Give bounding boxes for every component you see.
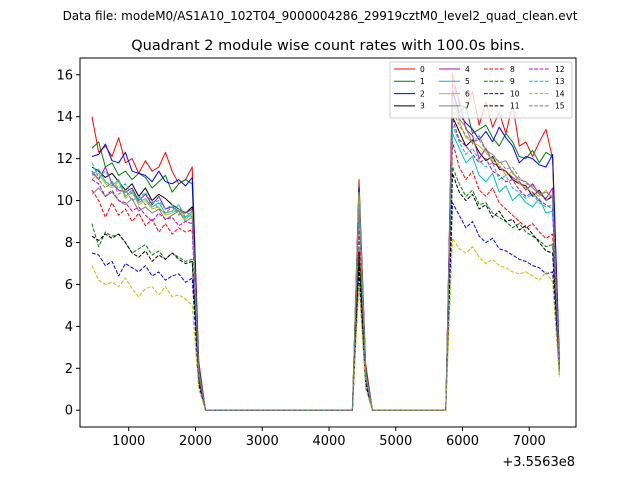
x-tick-label-2000: 2000: [179, 434, 212, 449]
legend-label-14: 14: [555, 89, 565, 98]
legend-label-15: 15: [555, 102, 565, 111]
x-tick-label-3000: 3000: [246, 434, 279, 449]
y-tick-label-0: 0: [65, 404, 73, 419]
series-line-12: [91, 118, 560, 411]
legend-box: [389, 61, 573, 119]
x-tick-label-5000: 5000: [379, 434, 412, 449]
y-tick-label-10: 10: [56, 194, 73, 209]
legend-label-5: 5: [465, 77, 470, 86]
legend-label-8: 8: [510, 65, 515, 74]
y-tick-label-4: 4: [65, 320, 73, 335]
legend-label-11: 11: [510, 102, 520, 111]
x-offset-text: +3.5563e8: [502, 455, 575, 470]
legend-label-0: 0: [420, 65, 425, 74]
data-file-suptitle: Data file: modeM0/AS1A10_102T04_90000042…: [63, 9, 578, 23]
x-tick-label-4000: 4000: [312, 434, 345, 449]
series-line-8: [91, 141, 560, 411]
legend-label-9: 9: [510, 77, 515, 86]
x-tick-label-6000: 6000: [446, 434, 479, 449]
series-line-9: [91, 166, 560, 411]
x-tick-label-7000: 7000: [513, 434, 546, 449]
chart-title: Quadrant 2 module wise count rates with …: [131, 38, 525, 54]
legend-label-4: 4: [465, 65, 470, 74]
y-tick-label-2: 2: [65, 362, 73, 377]
x-tick-label-1000: 1000: [112, 434, 145, 449]
legend-label-13: 13: [555, 77, 565, 86]
y-tick-label-6: 6: [65, 278, 73, 293]
y-tick-label-16: 16: [56, 68, 73, 83]
legend-label-7: 7: [465, 102, 470, 111]
legend-label-10: 10: [510, 89, 520, 98]
legend-label-12: 12: [555, 65, 565, 74]
series-line-14: [91, 237, 560, 411]
series-line-15: [91, 109, 560, 411]
legend-label-3: 3: [420, 102, 425, 111]
legend-label-6: 6: [465, 89, 470, 98]
plot-area: 1000 2000 3000 4000 5000 6000 7000024681012141…: [56, 57, 577, 449]
y-tick-label-14: 14: [56, 110, 73, 125]
legend-label-2: 2: [420, 89, 425, 98]
legend-label-1: 1: [420, 77, 425, 86]
y-tick-label-8: 8: [65, 236, 73, 251]
series-lines: [91, 72, 560, 411]
y-tick-label-12: 12: [56, 152, 73, 167]
